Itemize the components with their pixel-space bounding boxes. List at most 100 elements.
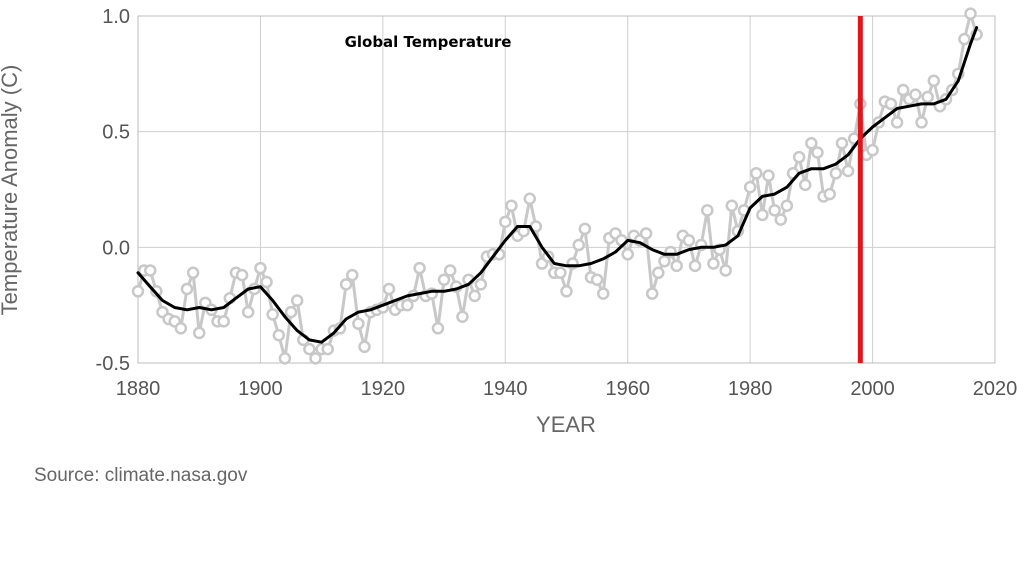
annual-point — [909, 88, 922, 101]
annual-point — [284, 305, 298, 319]
annual-point — [621, 248, 634, 261]
annual-point — [505, 199, 518, 212]
annual-point — [401, 298, 414, 312]
annual-point — [192, 326, 206, 340]
annual-point — [131, 285, 145, 298]
annual-point — [186, 266, 200, 280]
y-axis-title: Temperature Anomaly (C) — [0, 65, 22, 316]
annual-point — [456, 310, 469, 323]
annual-point — [309, 352, 322, 365]
y-tick-label: 0.5 — [102, 122, 130, 144]
annual-point — [835, 136, 849, 150]
annual-point — [474, 278, 488, 291]
annual-point — [841, 164, 855, 178]
annual-point — [768, 204, 781, 217]
annual-point — [750, 167, 763, 180]
annual-point — [174, 322, 188, 335]
annual-point — [762, 169, 775, 182]
annual-point — [658, 254, 671, 268]
annual-point — [927, 74, 941, 88]
annual-point — [143, 264, 157, 277]
x-tick-label: 1960 — [605, 378, 650, 400]
x-axis-title: YEAR — [536, 412, 596, 437]
annual-point — [554, 266, 567, 280]
annual-point — [890, 116, 904, 129]
annual-point — [303, 342, 316, 356]
x-tick-label: 1900 — [238, 378, 283, 400]
annual-point — [180, 282, 194, 296]
y-tick-label: -0.5 — [96, 353, 130, 375]
annual-point — [743, 180, 757, 194]
annual-point — [468, 289, 481, 303]
chart-title: Global Temperature — [345, 33, 512, 51]
annual-point — [431, 322, 445, 335]
annual-point — [413, 261, 426, 275]
annual-point — [260, 275, 273, 289]
annual-point — [499, 215, 512, 229]
x-tick-label: 1980 — [728, 378, 773, 400]
annual-point — [278, 352, 292, 365]
annual-point — [725, 199, 739, 212]
annual-point — [346, 268, 359, 282]
annual-point — [811, 146, 824, 159]
annual-point — [217, 315, 230, 328]
annual-point — [958, 32, 971, 46]
annual-point — [523, 192, 537, 206]
annual-point — [805, 136, 818, 150]
annual-point — [272, 328, 286, 342]
annual-point — [719, 264, 732, 277]
x-tick-label: 1880 — [116, 378, 161, 400]
annual-point — [596, 287, 610, 300]
annual-point — [652, 266, 665, 280]
annual-point — [645, 287, 659, 300]
y-tick-label: 1.0 — [102, 6, 130, 28]
annual-point — [866, 143, 879, 157]
annual-point — [896, 83, 910, 97]
annual-point — [792, 150, 806, 164]
annual-point — [921, 90, 934, 104]
annual-point — [437, 273, 451, 286]
annual-point — [701, 204, 714, 217]
annual-point — [339, 278, 353, 291]
x-tick-label: 2000 — [850, 378, 895, 400]
annual-point — [590, 273, 604, 286]
annual-point — [682, 234, 696, 247]
annual-point — [352, 317, 365, 330]
grid-lines — [137, 15, 996, 364]
annual-point — [639, 227, 653, 240]
x-axis-ticks: 1880 1900 1920 1940 1960 1980 2000 2020 — [116, 378, 1018, 400]
annual-point — [578, 222, 592, 236]
annual-point — [290, 294, 304, 307]
annual-point — [358, 340, 371, 354]
annual-point — [572, 238, 585, 252]
annual-point — [382, 282, 396, 296]
annual-point — [254, 261, 267, 275]
series-layer — [131, 7, 983, 365]
annual-point — [266, 308, 279, 321]
y-axis-ticks: -0.5 0.0 0.5 1.0 — [96, 6, 130, 375]
annual-point — [774, 213, 787, 226]
annual-point — [321, 342, 335, 356]
annual-point — [707, 257, 720, 270]
annual-point — [884, 97, 898, 111]
smoothed-series-line — [136, 26, 979, 344]
annual-point — [829, 167, 843, 180]
annual-point — [780, 199, 794, 212]
x-tick-label: 1940 — [483, 378, 528, 400]
annual-point — [560, 285, 573, 298]
annual-point — [443, 264, 457, 277]
annual-series-line — [136, 12, 979, 360]
x-tick-label: 1920 — [361, 378, 406, 400]
annual-point — [823, 187, 836, 201]
annual-point — [241, 305, 255, 319]
y-tick-label: 0.0 — [102, 237, 130, 259]
source-credit: Source: climate.nasa.gov — [34, 465, 248, 486]
x-tick-label: 2020 — [973, 378, 1018, 400]
annual-point — [235, 268, 249, 282]
plot-area-frame — [137, 15, 996, 364]
annual-point — [756, 208, 769, 222]
annual-point — [915, 116, 928, 129]
annual-point — [964, 7, 977, 20]
annual-point — [798, 178, 812, 192]
